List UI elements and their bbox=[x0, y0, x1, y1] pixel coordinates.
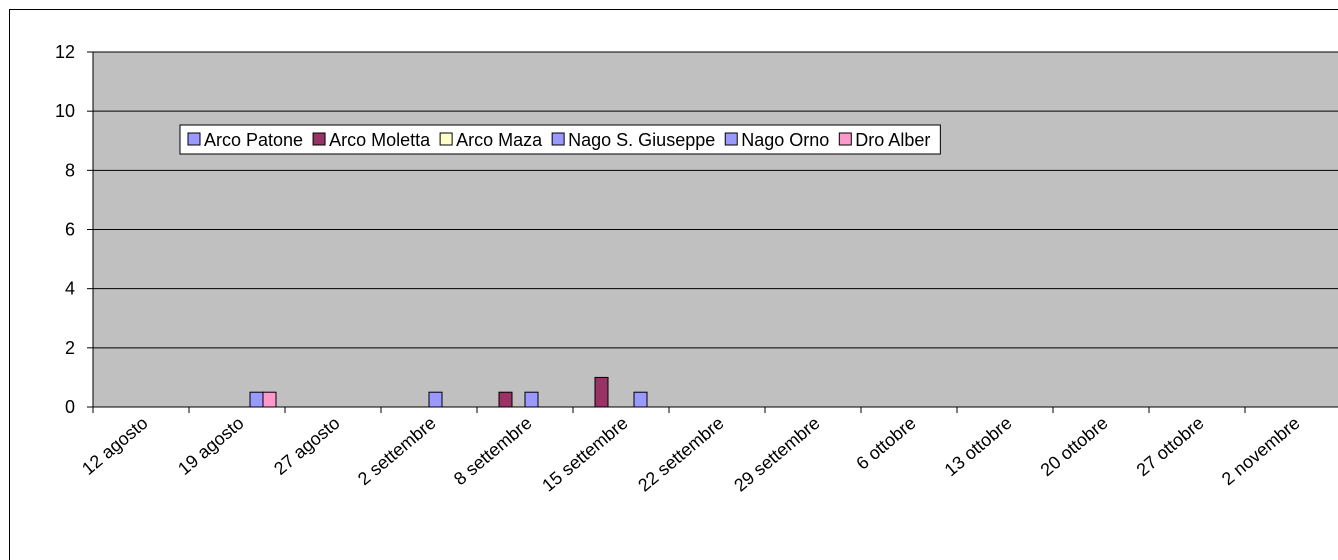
y-tick-label: 8 bbox=[65, 160, 75, 180]
bar bbox=[428, 391, 443, 408]
bar bbox=[498, 391, 513, 408]
y-tick-label: 6 bbox=[65, 220, 75, 240]
legend: Arco Patone Arco Moletta Arco Maza Nago S. … bbox=[179, 124, 941, 155]
legend-label: Dro Alber bbox=[855, 130, 930, 150]
bar bbox=[594, 376, 609, 408]
legend-label: Nago Orno bbox=[741, 130, 829, 150]
y-tick-label: 12 bbox=[55, 42, 75, 62]
legend-label: Arco Maza bbox=[456, 130, 543, 150]
legend-swatch bbox=[439, 132, 453, 146]
legend-swatch bbox=[551, 132, 565, 146]
y-tick-label: 2 bbox=[65, 338, 75, 358]
legend-label: Arco Moletta bbox=[329, 130, 431, 150]
y-tick-label: 0 bbox=[65, 397, 75, 417]
y-tick-label: 10 bbox=[55, 101, 75, 121]
legend-label: Arco Patone bbox=[204, 130, 303, 150]
bar bbox=[633, 391, 648, 408]
legend-swatch bbox=[838, 132, 852, 146]
bar bbox=[262, 391, 277, 408]
legend-swatch bbox=[187, 132, 201, 146]
bar bbox=[249, 391, 264, 408]
bar bbox=[524, 391, 539, 408]
legend-label: Nago S. Giuseppe bbox=[568, 130, 715, 150]
legend-swatch bbox=[312, 132, 326, 146]
y-tick-label: 4 bbox=[65, 279, 75, 299]
legend-swatch bbox=[724, 132, 738, 146]
